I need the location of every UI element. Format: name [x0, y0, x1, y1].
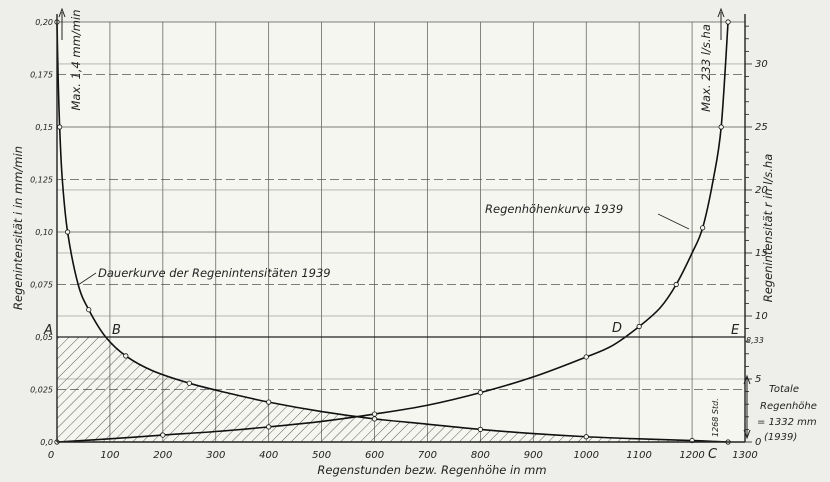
axes: [56, 14, 752, 443]
duration-point: [371, 416, 378, 422]
max-left-label: Max. 1,4 mm/min: [69, 10, 83, 111]
duration-curve-label: Dauerkurve der Regenintensitäten 1939: [98, 266, 331, 280]
height-curve-leader: [657, 213, 690, 230]
height-point: [371, 411, 378, 417]
total-label-1: Totale: [769, 384, 799, 395]
x-tick-label: 300: [206, 450, 225, 461]
height-point: [477, 390, 483, 396]
total-label-2: Regenhöhe: [760, 401, 817, 412]
height-point: [725, 19, 731, 25]
duration-point: [266, 399, 272, 405]
duration-point: [123, 353, 129, 359]
height-point: [636, 323, 642, 330]
hatched-region: [57, 337, 729, 442]
y-left-tick-label: 0,20: [35, 18, 53, 27]
y-left-tick-label: 0,10: [35, 228, 53, 237]
y-right-tick-label: 10: [755, 311, 768, 322]
y-left-tick-label: 0,15: [35, 123, 53, 132]
x-tick-label: 1000: [574, 450, 599, 461]
duration-point: [186, 380, 192, 386]
x-tick-labels: 0 100 200 300 400 500 600 700 800 900 1000 1100 1200…: [48, 450, 758, 461]
height-point: [583, 354, 589, 360]
y-left-axis-label: Regenintensität i in mm/min: [11, 146, 25, 310]
point-e-value: 8,33: [746, 336, 764, 345]
y-right-tick-label: 20: [755, 185, 768, 196]
y-right-tick-label: 30: [755, 59, 768, 70]
height-curve-label: Regenhöhenkurve 1939: [485, 202, 623, 216]
y-left-tick-label: 0,05: [35, 333, 53, 342]
duration-point: [583, 434, 589, 440]
hours-label: 1268 Std.: [711, 398, 720, 437]
x-axis-label: Regenstunden bezw. Regenhöhe in mm: [317, 463, 546, 477]
duration-point: [477, 426, 483, 432]
total-label-3: = 1332 mm: [757, 417, 817, 428]
y-left-tick-label: 0,025: [30, 386, 53, 395]
duration-point: [64, 229, 71, 235]
height-point: [700, 225, 706, 231]
point-b-label: B: [112, 323, 121, 338]
y-left-tick-labels: 0,0 0,025 0,05 0,075 0,10 0,125 0,15 0,175 0,20: [30, 18, 53, 447]
duration-curve: [56, 21, 729, 443]
point-e-label: E: [731, 323, 740, 338]
y-right-tick-label: 5: [755, 374, 761, 385]
x-tick-label: 500: [312, 450, 331, 461]
hatched-area: [57, 337, 729, 442]
y-left-tick-label: 0,0: [40, 438, 53, 447]
x-tick-label: 600: [365, 450, 384, 461]
height-point: [673, 281, 679, 288]
y-right-axis-label: Regenintensität r in l/s.ha: [761, 154, 775, 303]
x-tick-label: 700: [418, 450, 437, 461]
y-right-tick-label: 0: [755, 437, 761, 448]
y-left-tick-label: 0,075: [30, 281, 53, 290]
height-point: [266, 424, 272, 430]
x-tick-label: 1300: [732, 450, 757, 461]
x-tick-label: 0: [48, 450, 54, 461]
duration-curve-leader: [77, 272, 97, 286]
curves: [54, 19, 731, 445]
max-right-arrowhead: [717, 7, 725, 18]
x-tick-label: 400: [259, 450, 278, 461]
y-right-tick-label: 25: [755, 122, 768, 133]
total-arrow-head-bottom: [743, 429, 751, 440]
x-tick-label: 800: [471, 450, 490, 461]
point-d-label: D: [612, 321, 622, 336]
x-tick-label: 900: [524, 450, 543, 461]
x-tick-label: 1100: [626, 450, 651, 461]
x-tick-label: 1200: [679, 450, 704, 461]
y-left-tick-label: 0,175: [30, 71, 53, 80]
y-left-tick-label: 0,125: [30, 176, 53, 185]
y-right-tick-labels: 0 5 10 15 20 25 30: [755, 59, 768, 448]
total-label-4: (1939): [764, 432, 797, 443]
max-left-arrowhead: [58, 7, 66, 18]
y-right-tick-label: 15: [755, 248, 768, 259]
total-arrow-head-top: [743, 374, 751, 385]
x-tick-label: 200: [153, 450, 172, 461]
x-tick-label: 100: [100, 450, 119, 461]
duration-point: [86, 307, 92, 313]
point-c-label: C: [708, 447, 718, 462]
point-a-label: A: [43, 323, 53, 338]
height-point: [718, 124, 724, 130]
duration-point: [57, 124, 63, 130]
height-point: [160, 432, 166, 438]
max-right-label: Max. 233 l/s.ha: [699, 24, 713, 112]
